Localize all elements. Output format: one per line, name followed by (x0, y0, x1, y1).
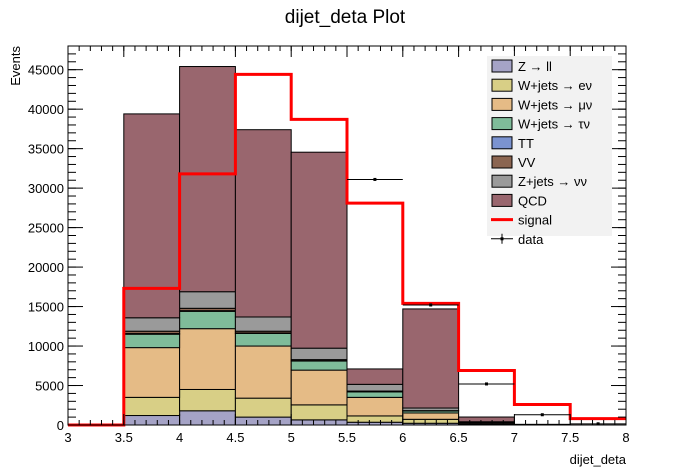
y-tick-label: 0 (57, 418, 64, 433)
legend-swatch (491, 59, 513, 73)
x-tick-label: 5 (288, 430, 295, 445)
y-axis-label: Events (8, 46, 23, 86)
bar-2-2 (179, 328, 236, 390)
legend-label: data (518, 232, 544, 247)
x-tick-label: 7 (511, 430, 518, 445)
data-point-1 (429, 303, 433, 307)
x-tick-label: 3.5 (115, 430, 133, 445)
legend-label: W+jets → eν (518, 78, 592, 93)
bar-1-2 (179, 388, 236, 412)
bar-2-3 (234, 345, 292, 399)
bar-7-4 (290, 151, 348, 349)
legend-swatch (491, 117, 513, 131)
x-tick-label: 4 (176, 430, 183, 445)
bar-3-2 (179, 310, 236, 330)
bar-7-5 (346, 368, 404, 385)
y-tick-label: 25000 (28, 221, 64, 236)
bar-2-1 (123, 347, 181, 398)
legend-swatch (491, 193, 513, 207)
legend-label: TT (518, 136, 534, 151)
x-tick-label: 4.5 (226, 430, 244, 445)
bar-6-1 (123, 317, 181, 332)
legend-label: signal (518, 213, 552, 228)
legend-swatch (491, 97, 513, 111)
legend-label: W+jets → τν (518, 117, 590, 132)
bar-1-6 (402, 418, 460, 424)
y-tick-label: 20000 (28, 260, 64, 275)
y-tick-label: 5000 (35, 379, 64, 394)
y-tick-label: 40000 (28, 102, 64, 117)
x-tick-label: 7.5 (561, 430, 579, 445)
x-tick-label: 8 (622, 430, 629, 445)
bar-1-3 (234, 397, 292, 418)
legend-swatch (491, 155, 513, 169)
legend-label: W+jets → μν (518, 97, 592, 112)
x-tick-label: 3 (64, 430, 71, 445)
bar-1-1 (123, 396, 181, 417)
bar-7-7 (458, 416, 515, 423)
bar-7-6 (402, 308, 460, 409)
bar-1-4 (290, 404, 348, 421)
bar-3-5 (346, 391, 404, 398)
bar-2-4 (290, 369, 348, 406)
bar-0-4 (290, 419, 348, 426)
bar-6-4 (290, 347, 348, 361)
legend-label: Z → ll (518, 59, 552, 74)
signal-histogram (68, 72, 626, 427)
signal-line (68, 72, 626, 427)
bar-2-6 (402, 412, 460, 420)
bar-3-1 (123, 333, 181, 349)
bar-3-3 (234, 332, 292, 347)
legend-swatch (491, 78, 513, 92)
bar-3-4 (290, 360, 348, 371)
bar-1-5 (346, 415, 404, 423)
legend-swatch (491, 136, 513, 150)
legend-swatch-point (500, 237, 504, 241)
legend-label: QCD (518, 193, 547, 208)
bar-7-1 (123, 113, 181, 319)
legend-label: Z+jets → νν (518, 174, 587, 189)
bar-7-3 (234, 129, 292, 318)
stacked-histograms (123, 66, 571, 426)
bar-6-2 (179, 291, 236, 309)
legend: Z → ll W+jets → eν W+jets → μν W+jets → τν T… (487, 56, 612, 247)
data-point-4 (596, 422, 600, 426)
bar-0-3 (234, 416, 292, 426)
x-tick-label: 6 (399, 430, 406, 445)
axes: 3 3.5 4 4.5 5 5.5 6 6.5 7 7.5 8 0 5000 10000 15000 2000… (28, 45, 630, 445)
legend-label: VV (518, 155, 536, 170)
bar-0-2 (179, 410, 236, 426)
data-point-2 (485, 382, 488, 386)
legend-swatch (491, 174, 513, 188)
y-tick-label: 45000 (28, 63, 64, 78)
y-tick-label: 35000 (28, 142, 64, 157)
bar-0-1 (123, 415, 181, 426)
data-points (347, 177, 626, 426)
data-point-0 (373, 177, 377, 181)
x-axis-label: dijet_deta (570, 452, 627, 467)
y-tick-label: 10000 (28, 339, 64, 354)
bar-2-5 (346, 396, 404, 417)
chart-title: dijet_deta Plot (285, 7, 406, 28)
bar-7-2 (179, 66, 236, 293)
x-tick-label: 5.5 (338, 430, 356, 445)
bar-6-3 (234, 316, 292, 332)
y-tick-label: 15000 (28, 300, 64, 315)
bar-6-5 (346, 383, 404, 392)
data-point-3 (540, 413, 544, 417)
y-tick-label: 30000 (28, 181, 64, 196)
x-tick-label: 6.5 (450, 430, 468, 445)
